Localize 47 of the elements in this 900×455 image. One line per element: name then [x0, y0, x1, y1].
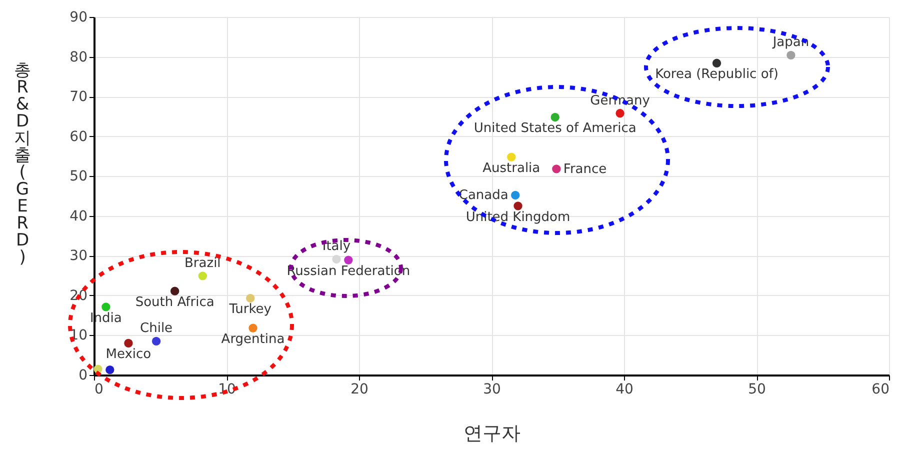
- x-tick-label: 30: [483, 382, 501, 398]
- point: [246, 294, 255, 303]
- annotation: Canada: [458, 188, 508, 204]
- point: [248, 324, 258, 332]
- point: [332, 254, 341, 264]
- annotation: France: [563, 162, 607, 177]
- point: [514, 202, 522, 210]
- point: [124, 338, 133, 348]
- x-tick-label: 40: [616, 382, 634, 398]
- annotation: United States of America: [474, 121, 636, 136]
- x-tick-label: 0: [94, 382, 104, 398]
- y-tick-label: 50: [70, 168, 88, 185]
- y-tick-label: 20: [70, 288, 88, 304]
- y-tick-label: 70: [70, 89, 88, 106]
- annotation: South Africa: [135, 295, 214, 310]
- y-tick-label: 40: [70, 208, 88, 224]
- y-tick-label: 0: [78, 368, 88, 384]
- annotation: Australia: [482, 161, 540, 176]
- annotation: Chile: [140, 321, 173, 336]
- point: [550, 112, 560, 122]
- point: [102, 302, 110, 312]
- annotation: Argentina: [221, 332, 285, 348]
- point: [552, 164, 561, 174]
- x-tick-label: 50: [748, 382, 766, 398]
- point: [198, 272, 207, 280]
- point: [344, 256, 353, 264]
- annotation: Russian Federation: [286, 264, 410, 280]
- y-tick-label: 80: [70, 49, 88, 66]
- point: [152, 336, 161, 346]
- annotation: Brazil: [184, 256, 221, 271]
- point: [786, 50, 796, 60]
- x-axis-title: 연구자: [464, 422, 520, 444]
- y-tick-label: 30: [70, 248, 88, 264]
- text: 총 R&D 지출(GERD): [14, 60, 31, 268]
- annotation: Mexico: [106, 347, 152, 362]
- point: [712, 58, 722, 68]
- x-tick-label: 20: [350, 382, 368, 398]
- point: [170, 286, 180, 296]
- point: [106, 366, 114, 374]
- annotation: Korea (Republic of): [655, 67, 778, 82]
- point: [511, 190, 520, 200]
- x-tick-label: 60: [872, 382, 890, 398]
- point: [616, 108, 624, 118]
- point: [507, 152, 516, 162]
- y-tick-label: 90: [70, 10, 88, 26]
- y-tick-label: 60: [70, 128, 88, 145]
- annotation: Turkey: [228, 302, 272, 318]
